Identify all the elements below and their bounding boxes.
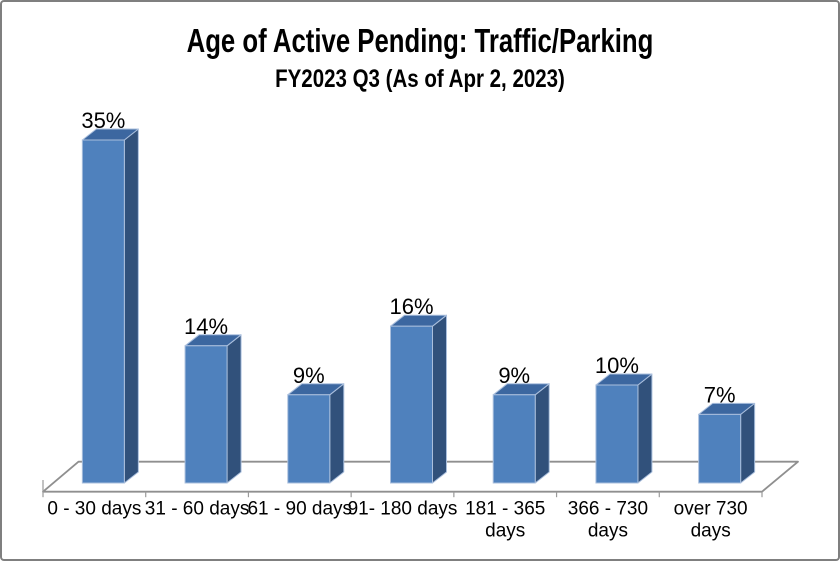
category-tick-label: 31 - 60 days	[145, 499, 250, 520]
bar-side-face	[740, 402, 756, 484]
bar-front-face	[595, 384, 639, 484]
category-tick-label: days	[485, 521, 525, 542]
bar-data-label: 14%	[184, 314, 228, 339]
bar-side-face	[329, 383, 345, 484]
category-tick-label: over 730	[674, 499, 748, 520]
chart-subtitle: FY2023 Q3 (As of Apr 2, 2023)	[275, 65, 565, 93]
category-tick-label: 181 - 365	[465, 499, 545, 520]
bar-side-face	[534, 383, 550, 484]
bar-side-face	[637, 373, 653, 484]
bar-data-label: 10%	[595, 353, 639, 378]
bar-data-label: 9%	[293, 363, 325, 388]
category-tick-label: 0 - 30 days	[47, 499, 141, 520]
floor-outline	[42, 460, 799, 493]
bar-side-face	[226, 334, 242, 484]
category-tick-label: 366 - 730	[568, 499, 648, 520]
bar-front-face	[390, 325, 433, 484]
category-tick-label: 61 - 90 days	[247, 499, 352, 520]
chart-title: Age of Active Pending: Traffic/Parking	[186, 22, 654, 59]
bar-front-face	[184, 345, 228, 484]
bar-front-face	[698, 413, 742, 484]
category-tick-label: days	[588, 521, 628, 542]
bar-front-face	[287, 394, 331, 484]
bar-front-face	[492, 394, 536, 484]
bar-data-label: 35%	[81, 108, 125, 133]
bar-data-label: 16%	[389, 294, 433, 319]
bar-side-face	[432, 314, 447, 484]
bar-data-label: 9%	[498, 363, 530, 388]
bar-side-face	[123, 128, 139, 484]
bar-front-face	[81, 139, 125, 484]
category-tick-label: days	[691, 521, 731, 542]
bar-data-label: 7%	[704, 382, 736, 407]
category-tick-label: 91- 180 days	[348, 499, 458, 520]
